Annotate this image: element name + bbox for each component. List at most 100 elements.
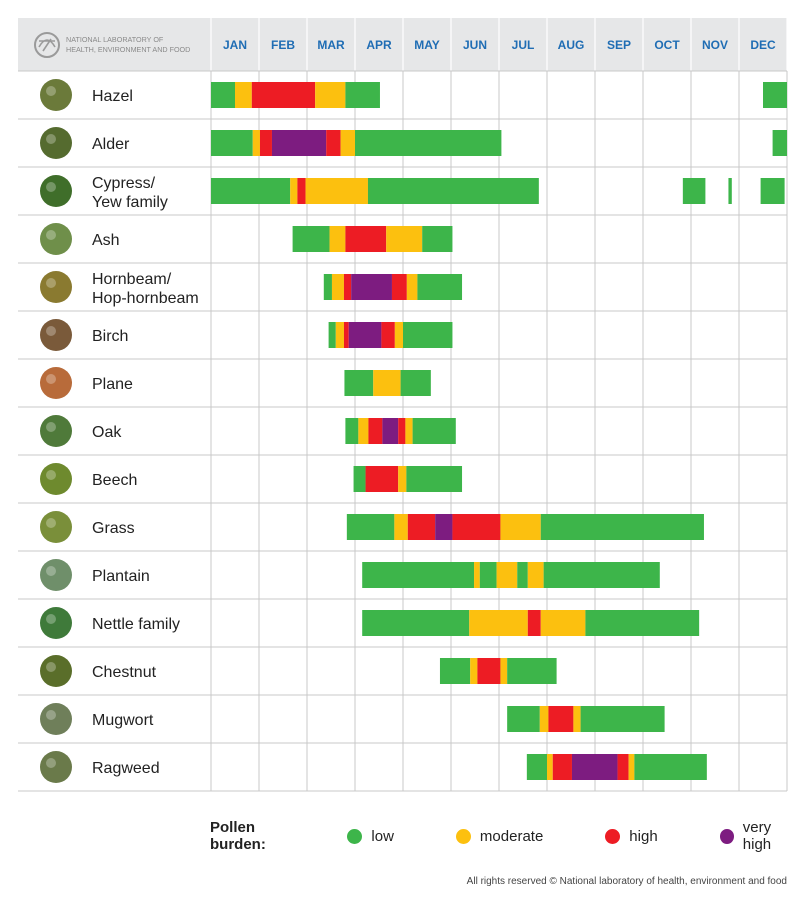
pollen-bar-moderate [331, 274, 344, 300]
plant-name: Oak [92, 424, 122, 441]
mugwort-plant-icon [40, 703, 72, 735]
copyright-footer: All rights reserved © National laborator… [466, 876, 787, 887]
pollen-bar-high [617, 754, 629, 780]
plane-seedball-icon-highlight [46, 374, 56, 384]
pollen-bar-low [580, 706, 665, 732]
pollen-bar-moderate [405, 418, 413, 444]
hornbeam-catkin-icon [40, 271, 72, 303]
alder-catkin-icon-highlight [46, 134, 56, 144]
pollen-bar-low [526, 754, 547, 780]
birch-catkin-icon [40, 319, 72, 351]
pollen-bar-moderate [500, 658, 508, 684]
pollen-bar-low [367, 178, 539, 204]
grass-flower-icon [40, 511, 72, 543]
pollen-bar-high [452, 514, 501, 540]
pollen-bar-low [585, 610, 700, 636]
legend-item-veryhigh: very high [719, 819, 800, 853]
pollen-bar-moderate [540, 610, 586, 636]
pollen-bar-moderate [539, 706, 549, 732]
pollen-bar-low [323, 274, 332, 300]
pollen-bar-low [362, 562, 475, 588]
plantain-spike-icon-highlight [46, 566, 56, 576]
plant-name: Plantain [92, 568, 150, 585]
pollen-bar-veryhigh [382, 418, 399, 444]
pollen-bar-high [251, 82, 316, 108]
pollen-bar-low [345, 418, 359, 444]
pollen-bar-high [527, 610, 541, 636]
pollen-bar-moderate [496, 562, 518, 588]
legend-item-moderate: moderate [455, 828, 543, 845]
pollen-bar-moderate [628, 754, 635, 780]
pollen-bar-high [381, 322, 395, 348]
plant-name: Yew family [92, 194, 168, 211]
pollen-bar-high [343, 274, 352, 300]
pollen-bar-high [343, 322, 349, 348]
month-label-apr: APR [366, 38, 392, 52]
pollen-bar-low [211, 130, 253, 156]
pollen-bar-moderate [329, 226, 346, 252]
pollen-bar-veryhigh [348, 322, 382, 348]
pollen-bar-moderate [340, 130, 355, 156]
pollen-bar-low [211, 82, 235, 108]
mugwort-plant-icon-highlight [46, 710, 56, 720]
legend-swatch-veryhigh [719, 828, 734, 844]
pollen-bar-moderate [398, 466, 407, 492]
pollen-bar-low [517, 562, 528, 588]
hazel-catkin-icon-highlight [46, 86, 56, 96]
plant-name: Cypress/ [92, 175, 156, 192]
legend-label-low: low [371, 827, 394, 845]
month-label-sep: SEP [607, 38, 631, 52]
pollen-bar-low [355, 130, 502, 156]
pollen-bar-moderate [394, 322, 403, 348]
nettle-leaves-icon [40, 607, 72, 639]
pollen-bar-low [345, 82, 380, 108]
month-label-may: MAY [414, 38, 440, 52]
legend-item-low: low [347, 828, 394, 845]
plant-name: Plane [92, 376, 133, 393]
pollen-bar-low [417, 274, 463, 300]
legend: Pollen burden: low moderate high very hi… [210, 819, 800, 853]
pollen-bar-high [552, 754, 572, 780]
lab-logo-text: NATIONAL LABORATORY OF [66, 35, 164, 44]
grass-flower-icon-highlight [46, 518, 56, 528]
oak-leaves-icon-highlight [46, 422, 56, 432]
beech-catkin-icon [40, 463, 72, 495]
legend-item-high: high [605, 828, 658, 845]
plane-seedball-icon [40, 367, 72, 399]
pollen-bar-low [682, 178, 706, 204]
pollen-bar-moderate [470, 658, 478, 684]
pollen-bar-low [543, 562, 660, 588]
pollen-bar-low [400, 370, 431, 396]
beech-catkin-icon-highlight [46, 470, 56, 480]
pollen-bar-high [365, 466, 399, 492]
lab-logo-mark [38, 38, 56, 52]
pollen-bar-moderate [373, 370, 401, 396]
pollen-bar-high [407, 514, 436, 540]
pollen-bar-low [540, 514, 704, 540]
month-label-jul: JUL [512, 38, 535, 52]
oak-leaves-icon [40, 415, 72, 447]
plant-name: Hop-hornbeam [92, 290, 199, 307]
plant-name: Hornbeam/ [92, 271, 172, 288]
plant-name: Ragweed [92, 760, 160, 777]
plant-name: Alder [92, 136, 130, 153]
pollen-bar-moderate [252, 130, 260, 156]
ragweed-plant-icon [40, 751, 72, 783]
pollen-bar-moderate [358, 418, 369, 444]
pollen-bar-high [368, 418, 383, 444]
nettle-leaves-icon-highlight [46, 614, 56, 624]
pollen-bar-low [634, 754, 707, 780]
month-label-feb: FEB [271, 38, 295, 52]
ash-leaves-icon [40, 223, 72, 255]
month-label-jun: JUN [463, 38, 487, 52]
alder-catkin-icon [40, 127, 72, 159]
pollen-bar-moderate [474, 562, 480, 588]
plantain-spike-icon [40, 559, 72, 591]
plant-name: Nettle family [92, 616, 180, 633]
pollen-bar-low [353, 466, 366, 492]
plant-name: Birch [92, 328, 128, 345]
pollen-bar-high [548, 706, 574, 732]
pollen-bar-moderate [315, 82, 346, 108]
pollen-bar-moderate [527, 562, 544, 588]
